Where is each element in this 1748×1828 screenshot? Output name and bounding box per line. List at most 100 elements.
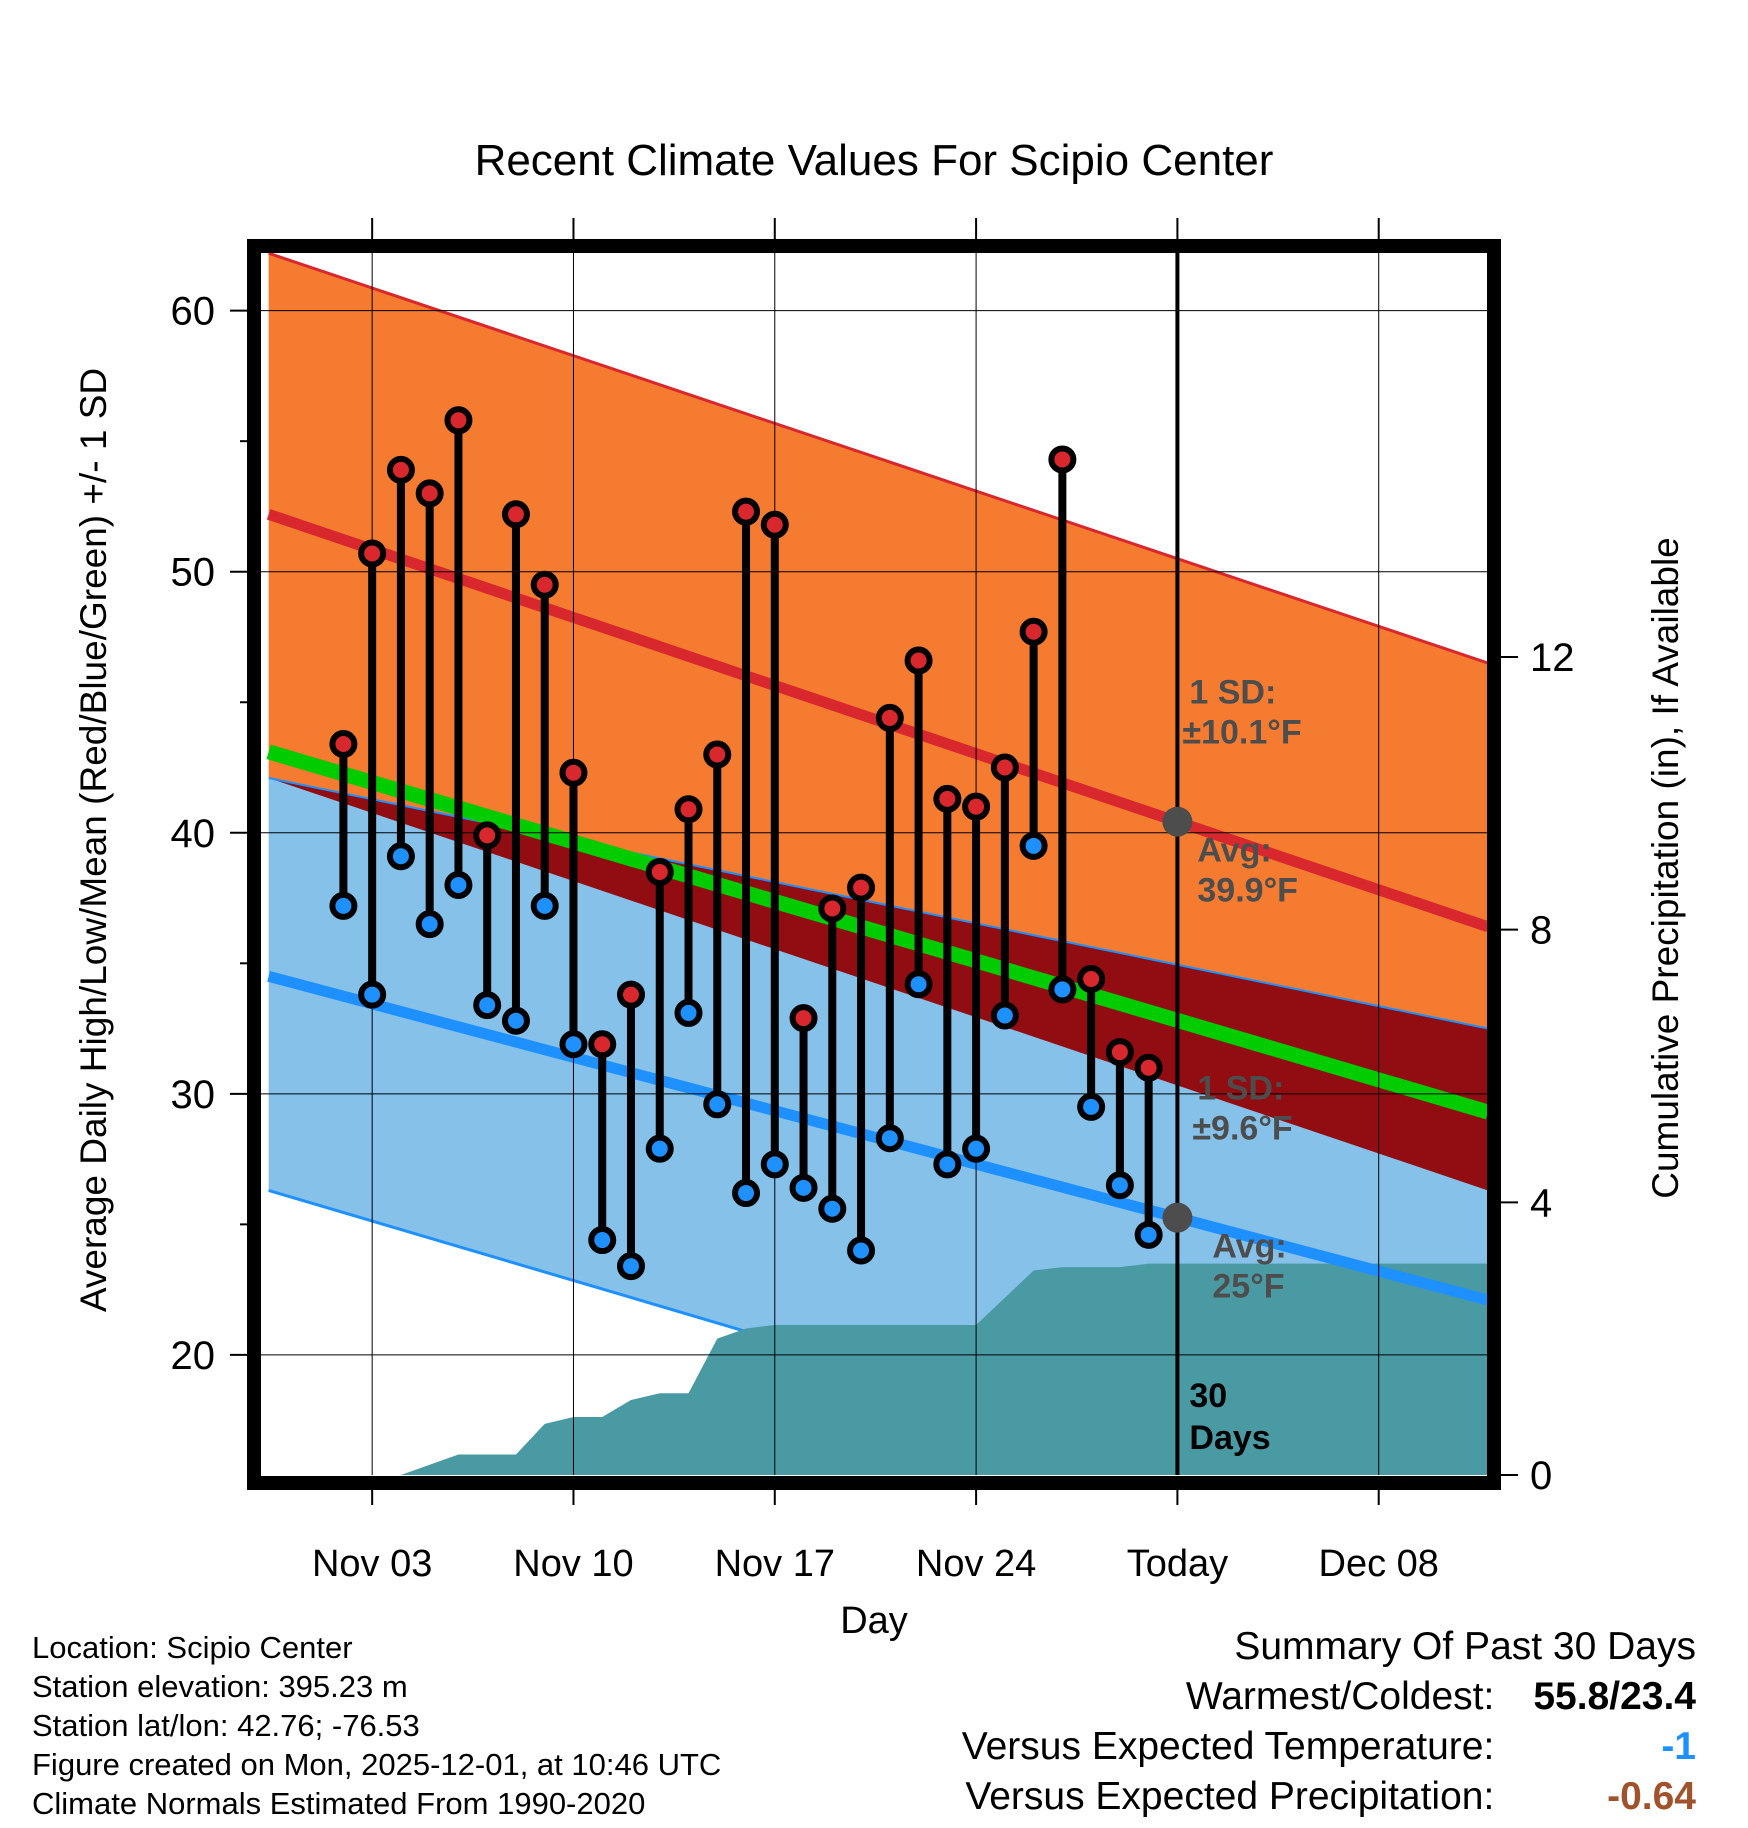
daily-low-point [358,980,387,1009]
temp-departure-label: Versus Expected Temperature: [961,1725,1495,1768]
daily-low-point [1134,1220,1163,1249]
y2-tick-label: 4 [1530,1181,1552,1225]
daily-high-point [789,1004,818,1033]
x-tick-label: Nov 10 [513,1543,633,1585]
daily-high-point [1105,1038,1134,1067]
daily-high-point [588,1030,617,1059]
daily-low-point [1105,1171,1134,1200]
station-info: Location: Scipio Center Station elevatio… [32,1628,721,1823]
low-sd-upper-edge [268,776,1488,1030]
daily-low-point [789,1173,818,1202]
daily-low-point [444,870,473,899]
plot-area [260,248,1488,1475]
daily-high-point [760,510,789,539]
summary-title: Summary Of Past 30 Days [1234,1625,1696,1668]
daily-low-point [703,1090,732,1119]
daily-low-point [732,1179,761,1208]
precip-area [314,1263,1488,1475]
daily-high-point [904,646,933,675]
y2-tick-label: 0 [1530,1454,1552,1498]
low-avg-label: Avg: [1212,1228,1286,1266]
daily-low-point [674,998,703,1027]
high-avg-label: Avg: [1197,832,1271,870]
daily-high-point [933,784,962,813]
daily-low-point [962,1134,991,1163]
daily-low-point [1019,831,1048,860]
daily-low-point [616,1252,645,1281]
y-tick-label: 20 [171,1334,216,1378]
daily-high-point [703,740,732,769]
daily-high-point [962,792,991,821]
y-axis-label: Average Daily High/Low/Mean (Red/Blue/Gr… [73,368,114,1312]
daily-low-point [933,1150,962,1179]
y2-tick-label: 12 [1530,636,1575,680]
info-created: Figure created on Mon, 2025-12-01, at 10… [32,1747,722,1782]
daily-high-point [645,857,674,886]
temp-departure-value: -1 [1661,1725,1696,1768]
y-tick-label: 60 [171,290,216,334]
mean-normal-line [266,744,1488,1120]
high-sd-label: 1 SD: [1189,674,1276,712]
y-tick-label: 40 [171,812,216,856]
daily-high-point [875,703,904,732]
daily-high-point [1019,617,1048,646]
days-count-label: 30 [1189,1377,1227,1415]
warm-cold-value: 55.8/23.4 [1533,1675,1696,1718]
x-tick-label: Today [1127,1543,1228,1585]
warm-cold-label: Warmest/Coldest: [1185,1675,1495,1718]
low-avg-marker [1162,1202,1193,1233]
high-sd-value: ±10.1°F [1182,714,1301,752]
x-axis-label: Day [840,1600,908,1642]
daily-high-point [1134,1053,1163,1082]
daily-high-point [818,894,847,923]
daily-high-point [473,821,502,850]
high-avg-value: 39.9°F [1197,872,1298,910]
daily-high-point [674,795,703,824]
daily-low-point [1077,1092,1106,1121]
x-tick-label: Dec 08 [1319,1543,1439,1585]
y2-axis-label: Cumulative Precipitation (in), If Availa… [1645,537,1686,1199]
y-tick-label: 30 [171,1073,216,1117]
info-location: Location: Scipio Center [32,1630,353,1665]
info-latlon: Station lat/lon: 42.76; -76.53 [32,1708,420,1743]
x-tick-label: Nov 03 [312,1543,432,1585]
daily-low-point [559,1030,588,1059]
plot-frame [247,239,1501,1490]
daily-high-point [732,497,761,526]
daily-low-point [990,1001,1019,1030]
daily-low-point [1048,975,1077,1004]
low-sd-label: 1 SD: [1197,1070,1284,1108]
summary-panel: Summary Of Past 30 Days Warmest/Coldest:… [962,1622,1696,1822]
info-elevation: Station elevation: 395.23 m [32,1669,408,1704]
axes: 20 30 40 50 60 0 4 8 12 Nov 03 Nov 10 Nov 17 Nov 24 T… [171,218,1575,1585]
daily-high-point [386,455,415,484]
daily-high-point [415,479,444,508]
daily-high-point [990,753,1019,782]
info-normals: Climate Normals Estimated From 1990-2020 [32,1786,646,1821]
daily-high-point [358,539,387,568]
x-tick-label: Nov 24 [916,1543,1036,1585]
chart-title: Recent Climate Values For Scipio Center [475,136,1274,185]
daily-high-point [847,873,876,902]
daily-low-point [415,910,444,939]
high-sd-upper-edge [268,251,1488,665]
daily-high-point [616,980,645,1009]
low-avg-value: 25°F [1212,1268,1284,1306]
y-tick-label: 50 [171,551,216,595]
daily-low-point [875,1124,904,1153]
daily-low-point [386,842,415,871]
daily-high-point [1048,445,1077,474]
daily-high-point [1077,964,1106,993]
daily-high-point [530,570,559,599]
low-sd-value: ±9.6°F [1192,1110,1292,1148]
days-label: Days [1189,1419,1270,1457]
daily-high-point [329,730,358,759]
daily-low-point [501,1006,530,1035]
daily-low-point [473,991,502,1020]
daily-high-point [444,406,473,435]
x-tick-label: Nov 17 [715,1543,835,1585]
daily-low-point [588,1226,617,1255]
high-avg-marker [1162,806,1193,837]
